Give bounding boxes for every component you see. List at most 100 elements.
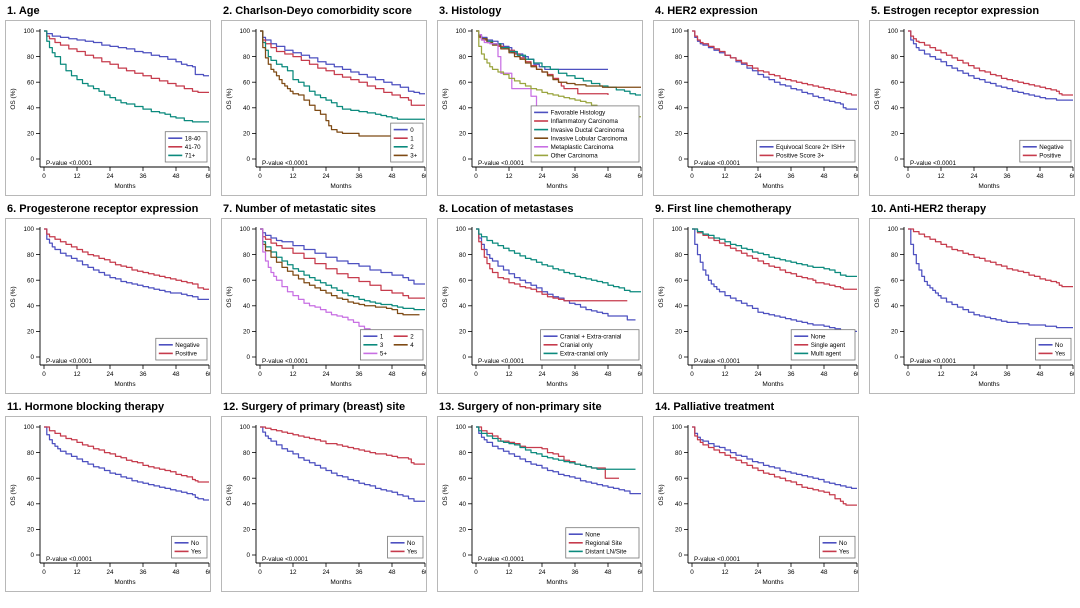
km-chart: 02040608010001224364860OS (%)MonthsP-val… bbox=[226, 226, 426, 388]
legend-label: None bbox=[811, 333, 826, 340]
legend-label: 71+ bbox=[185, 153, 196, 160]
y-tick-label: 20 bbox=[675, 329, 683, 336]
y-tick-label: 0 bbox=[30, 552, 34, 559]
legend-label: Cranial only bbox=[560, 342, 594, 349]
km-chart: 02040608010001224364860OS (%)MonthsP-val… bbox=[226, 424, 426, 586]
x-tick-label: 36 bbox=[787, 371, 795, 378]
series-line-3- bbox=[260, 30, 409, 137]
x-axis-label: Months bbox=[546, 183, 568, 190]
legend-label: Yes bbox=[191, 549, 201, 556]
x-axis-label: Months bbox=[114, 381, 136, 388]
panel-box: 02040608010001224364860OS (%)MonthsP-val… bbox=[869, 20, 1075, 196]
km-chart: 02040608010001224364860OS (%)MonthsP-val… bbox=[10, 28, 210, 190]
panel-box: 02040608010001224364860OS (%)MonthsP-val… bbox=[5, 20, 211, 196]
y-tick-label: 80 bbox=[243, 450, 251, 457]
x-tick-label: 60 bbox=[421, 173, 426, 180]
km-panel-8: 8. Location of metastases 0 20 40 60 80 100 0 12… bbox=[432, 198, 648, 396]
x-tick-label: 12 bbox=[289, 173, 297, 180]
y-axis-label: OS (%) bbox=[10, 286, 17, 307]
p-value-label: P-value <0.0001 bbox=[478, 556, 525, 563]
x-tick-label: 24 bbox=[970, 371, 978, 378]
panel-box: 02040608010001224364860OS (%)MonthsP-val… bbox=[5, 416, 211, 592]
x-tick-label: 0 bbox=[42, 371, 46, 378]
km-panel-4: 4. HER2 expression 0 20 40 60 80 100 0 12 24 36 48 6… bbox=[648, 0, 864, 198]
km-chart: 02040608010001224364860OS (%)MonthsP-val… bbox=[442, 424, 642, 586]
km-chart: 02040608010001224364860OS (%)MonthsP-val… bbox=[442, 226, 642, 388]
x-tick-label: 24 bbox=[106, 569, 114, 576]
x-tick-label: 0 bbox=[690, 173, 694, 180]
y-tick-label: 40 bbox=[675, 303, 683, 310]
legend-label: No bbox=[407, 540, 415, 547]
x-tick-label: 60 bbox=[637, 569, 642, 576]
y-tick-label: 0 bbox=[246, 552, 250, 559]
y-axis-label: OS (%) bbox=[658, 484, 665, 505]
y-tick-label: 20 bbox=[459, 527, 467, 534]
legend: No Yes bbox=[387, 535, 424, 559]
series-line-yes bbox=[260, 426, 425, 465]
y-tick-label: 0 bbox=[678, 354, 682, 361]
x-axis-label: Months bbox=[546, 579, 568, 586]
km-panel-14: 14. Palliative treatment 0 20 40 60 80 100 0 12 2… bbox=[648, 396, 864, 594]
x-tick-label: 24 bbox=[106, 173, 114, 180]
x-tick-label: 36 bbox=[139, 371, 147, 378]
y-tick-label: 20 bbox=[27, 131, 35, 138]
y-tick-label: 80 bbox=[675, 54, 683, 61]
legend: 01 2 3+ bbox=[390, 122, 424, 163]
x-tick-label: 60 bbox=[637, 371, 642, 378]
y-tick-label: 60 bbox=[891, 79, 899, 86]
legend-label: 4 bbox=[410, 342, 414, 349]
p-value-label: P-value <0.0001 bbox=[46, 160, 93, 167]
x-tick-label: 24 bbox=[538, 569, 546, 576]
km-panel-2: 2. Charlson-Deyo comorbidity score 0 20 40 6… bbox=[216, 0, 432, 198]
y-tick-label: 100 bbox=[671, 226, 682, 233]
legend-box bbox=[1019, 139, 1072, 163]
x-tick-label: 36 bbox=[355, 371, 363, 378]
panel-box: 02040608010001224364860OS (%)MonthsP-val… bbox=[437, 20, 643, 196]
y-tick-label: 60 bbox=[675, 79, 683, 86]
series-line-cranial-only bbox=[476, 228, 628, 302]
series-line-41-70 bbox=[44, 30, 209, 94]
x-tick-label: 24 bbox=[754, 173, 762, 180]
y-tick-label: 20 bbox=[891, 329, 899, 336]
y-tick-label: 20 bbox=[27, 527, 35, 534]
series-line-1 bbox=[260, 228, 425, 285]
legend: Cranial + Extra-cranial Cranial only Extra… bbox=[540, 329, 640, 361]
x-axis-label: Months bbox=[114, 579, 136, 586]
series-line-none bbox=[692, 228, 857, 333]
legend-label: Favorable Histology bbox=[551, 110, 607, 117]
x-tick-label: 24 bbox=[538, 173, 546, 180]
y-tick-label: 0 bbox=[30, 354, 34, 361]
x-axis-label: Months bbox=[114, 183, 136, 190]
km-row-1: 1. Age02040608010001224364860OS (%)Month… bbox=[0, 0, 1080, 198]
legend: Negative Positive bbox=[155, 337, 208, 361]
y-tick-label: 100 bbox=[239, 226, 250, 233]
y-tick-label: 100 bbox=[455, 28, 466, 35]
x-tick-label: 24 bbox=[322, 173, 330, 180]
y-tick-label: 20 bbox=[891, 131, 899, 138]
y-tick-label: 20 bbox=[459, 131, 467, 138]
km-chart: 02040608010001224364860OS (%)MonthsP-val… bbox=[658, 28, 858, 190]
p-value-label: P-value <0.0001 bbox=[478, 358, 525, 365]
km-chart: 02040608010001224364860OS (%)MonthsP-val… bbox=[226, 28, 426, 190]
y-tick-label: 100 bbox=[23, 28, 34, 35]
legend-label: 0 bbox=[410, 127, 414, 134]
p-value-label: P-value <0.0001 bbox=[46, 556, 93, 563]
y-tick-label: 60 bbox=[459, 475, 467, 482]
legend-label: Negative bbox=[1039, 144, 1064, 151]
panel-box: 02040608010001224364860OS (%)MonthsP-val… bbox=[653, 20, 859, 196]
km-panel-5: 5. Estrogen receptor expression 0 20 40 60 80… bbox=[864, 0, 1080, 198]
legend-label: Invasive Ductal Carcinoma bbox=[551, 127, 625, 134]
x-tick-label: 12 bbox=[505, 371, 513, 378]
panel-box: 02040608010001224364860OS (%)MonthsP-val… bbox=[221, 218, 427, 394]
x-tick-label: 36 bbox=[571, 173, 579, 180]
legend-label: 41-70 bbox=[185, 144, 201, 151]
x-axis-label: Months bbox=[330, 381, 352, 388]
legend: Equivocal Score 2+ ISH+ Positive Score 3+ bbox=[756, 139, 856, 163]
y-tick-label: 60 bbox=[27, 475, 35, 482]
x-tick-label: 0 bbox=[690, 371, 694, 378]
x-tick-label: 0 bbox=[906, 173, 910, 180]
y-tick-label: 40 bbox=[675, 501, 683, 508]
y-tick-label: 0 bbox=[894, 156, 898, 163]
series-line-no bbox=[908, 228, 1073, 329]
x-tick-label: 36 bbox=[1003, 371, 1011, 378]
